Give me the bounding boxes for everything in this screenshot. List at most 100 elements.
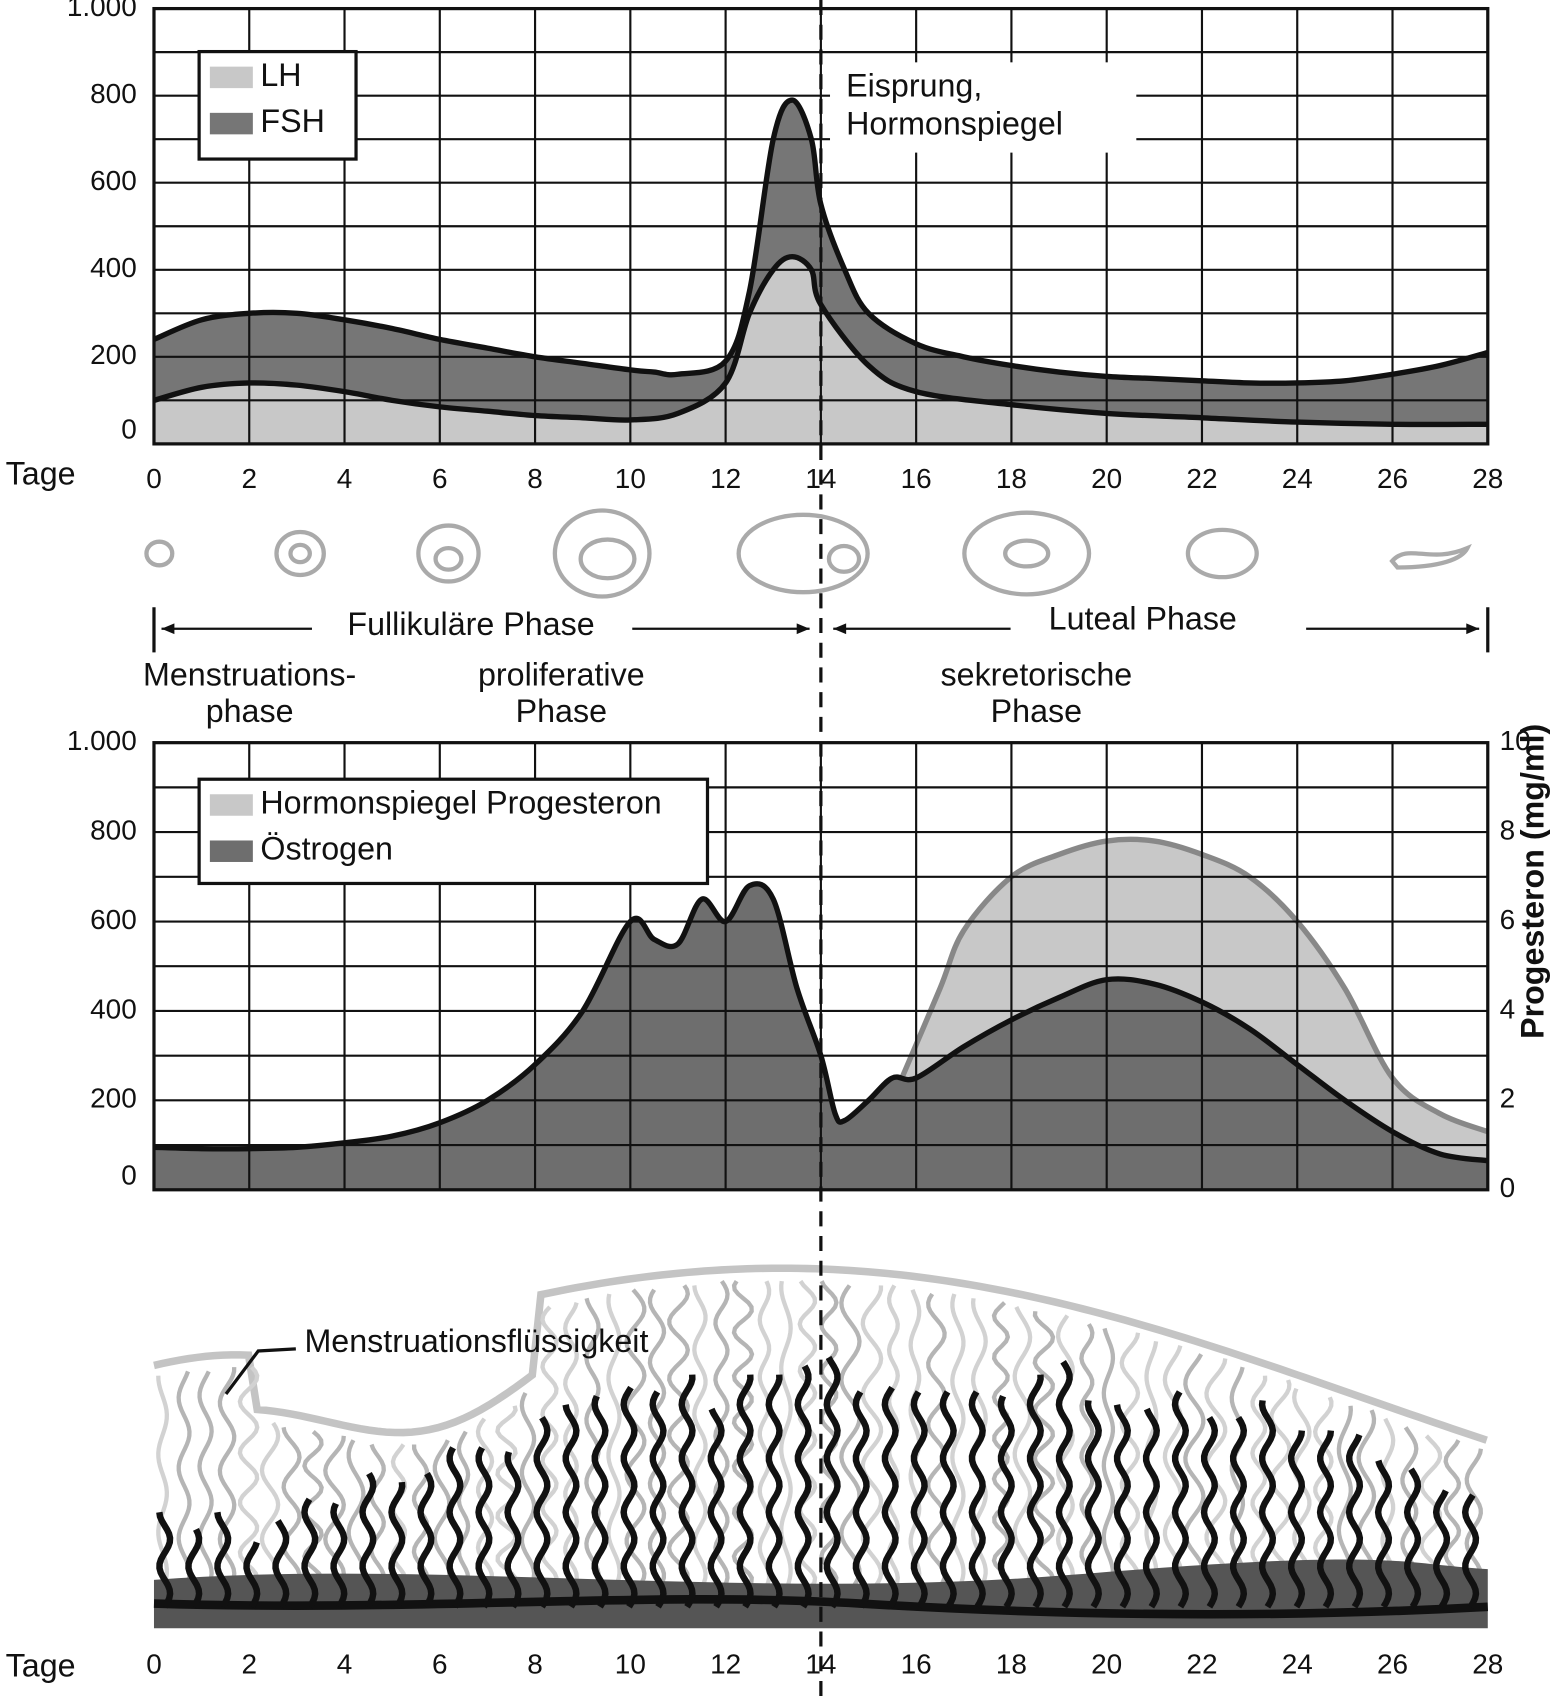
spiral-artery	[620, 1385, 638, 1609]
x-tick-label: 4	[337, 463, 353, 494]
spiral-artery	[301, 1497, 319, 1609]
spiral-artery	[1461, 1493, 1480, 1609]
x-tick-label: 4	[337, 1648, 353, 1679]
x-tick-label: 24	[1282, 1648, 1313, 1679]
gland	[797, 1279, 818, 1593]
gland	[1183, 1353, 1206, 1592]
x-tick-label: 26	[1377, 463, 1408, 494]
phase-label: Menstruations-	[143, 657, 356, 693]
annotation-bg	[830, 62, 1137, 153]
y2-tick-label: 0	[1500, 1172, 1516, 1203]
annotation: Hormonspiegel	[846, 105, 1063, 141]
gland	[390, 1443, 408, 1592]
phase-label: sekretorische	[941, 657, 1133, 693]
spiral-artery	[765, 1374, 783, 1609]
gland	[926, 1292, 947, 1593]
x-tick-label: 6	[432, 1648, 448, 1679]
spiral-artery	[852, 1390, 870, 1609]
x-tick-label: 0	[146, 463, 162, 494]
gland	[176, 1370, 192, 1592]
gland	[839, 1284, 862, 1592]
gland	[666, 1284, 691, 1593]
legend-label: Östrogen	[260, 831, 393, 867]
spiral-artery	[1229, 1415, 1248, 1609]
spiral-artery	[388, 1481, 406, 1609]
spiral-artery	[272, 1519, 290, 1609]
spiral-artery	[417, 1471, 435, 1609]
spiral-artery	[1113, 1404, 1131, 1609]
gland	[475, 1417, 495, 1592]
legend-swatch	[209, 794, 253, 816]
spiral-artery	[1287, 1430, 1306, 1609]
phase-label: proliferative	[478, 657, 645, 693]
spiral-artery	[243, 1541, 261, 1609]
spiral-artery	[591, 1394, 609, 1609]
spiral-artery	[1432, 1489, 1451, 1609]
legend-swatch	[209, 112, 253, 135]
x-axis-label: Tage	[6, 456, 76, 492]
gland	[1055, 1314, 1075, 1592]
y-tick-label: 400	[90, 252, 137, 283]
x-axis-label: Tage	[6, 1648, 76, 1684]
x-tick-label: 0	[146, 1648, 162, 1679]
gland	[991, 1301, 1011, 1593]
spiral-artery	[1258, 1400, 1277, 1609]
x-tick-label: 12	[710, 463, 741, 494]
follicle	[288, 542, 312, 565]
spiral-artery	[823, 1355, 841, 1609]
x-tick-label: 10	[615, 1648, 646, 1679]
gland	[237, 1365, 260, 1593]
x-tick-label: 16	[901, 1648, 932, 1679]
spiral-artery	[1026, 1374, 1044, 1609]
legend-box	[197, 777, 710, 886]
x-tick-label: 6	[432, 463, 448, 494]
gland	[1464, 1448, 1484, 1592]
y-tick-label: 1.000	[67, 725, 137, 756]
legend-label: Hormonspiegel Progesteron	[260, 785, 661, 821]
y-tick-label: 200	[90, 339, 137, 370]
x-tick-label: 16	[901, 463, 932, 494]
spiral-artery	[881, 1385, 899, 1609]
x-tick-label: 28	[1472, 463, 1503, 494]
spiral-artery	[475, 1446, 493, 1609]
y-tick-label: 0	[121, 413, 137, 444]
gland	[1162, 1344, 1184, 1592]
spiral-artery	[1403, 1467, 1422, 1609]
x-tick-label: 22	[1186, 1648, 1217, 1679]
x-tick-label: 22	[1186, 463, 1217, 494]
follicles	[144, 508, 1472, 599]
spiral-artery	[794, 1364, 812, 1609]
line	[899, 836, 1489, 1135]
phase-label: Luteal Phase	[1049, 601, 1237, 637]
gland	[779, 1280, 793, 1592]
endometrium-label: Menstruationsflüssigkeit	[304, 1323, 648, 1359]
y2-tick-label: 4	[1500, 993, 1516, 1024]
phase-label: Fullikuläre Phase	[347, 606, 594, 642]
x-tick-label: 2	[241, 1648, 257, 1679]
x-tick-label: 8	[527, 1648, 543, 1679]
spiral-artery	[1374, 1459, 1393, 1609]
follicle	[433, 545, 464, 572]
corpus-luteum	[1003, 538, 1051, 569]
y-tick-label: 400	[90, 993, 137, 1024]
legend-label: FSH	[260, 103, 324, 139]
spiral-artery	[968, 1390, 986, 1609]
spiral-artery	[504, 1451, 522, 1609]
gland	[1443, 1439, 1462, 1593]
spiral-artery	[1316, 1430, 1335, 1609]
gland	[860, 1285, 884, 1593]
gland	[1250, 1375, 1268, 1592]
legend-label: LH	[260, 57, 301, 93]
line	[152, 97, 1489, 386]
gland	[692, 1285, 708, 1592]
y2-tick-label: 2	[1500, 1083, 1516, 1114]
x-tick-label: 24	[1282, 463, 1313, 494]
follicle	[144, 539, 175, 568]
spiral-artery	[1200, 1415, 1219, 1609]
y-tick-label: 600	[90, 165, 137, 196]
x-tick-label: 12	[710, 1648, 741, 1679]
spiral-artery	[649, 1390, 667, 1609]
phase-row	[152, 607, 1490, 653]
